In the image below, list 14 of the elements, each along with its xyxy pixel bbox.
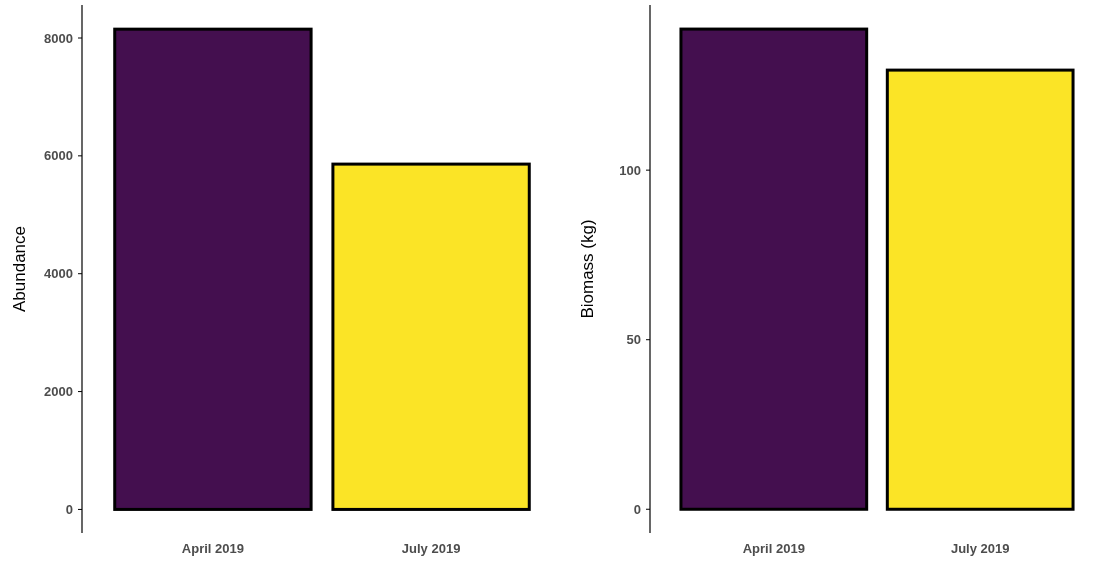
x-tick-label: July 2019 (950, 541, 1010, 556)
y-tick-label: 4000 (44, 266, 73, 282)
y-axis-title: Abundance (10, 225, 29, 313)
y-tick-label: 50 (626, 332, 641, 348)
y-tick-label: 6000 (44, 148, 73, 164)
y-tick-label: 0 (65, 501, 73, 517)
y-tick-label: 0 (633, 501, 641, 517)
y-tick-label: 8000 (44, 30, 73, 46)
x-tick-label: April 2019 (742, 541, 805, 556)
y-tick-label: 2000 (44, 384, 73, 400)
x-tick-label: April 2019 (181, 541, 244, 556)
y-axis-title: Biomass (kg) (578, 219, 597, 319)
y-tick-label: 100 (619, 162, 641, 178)
x-tick-label: July 2019 (401, 541, 461, 556)
